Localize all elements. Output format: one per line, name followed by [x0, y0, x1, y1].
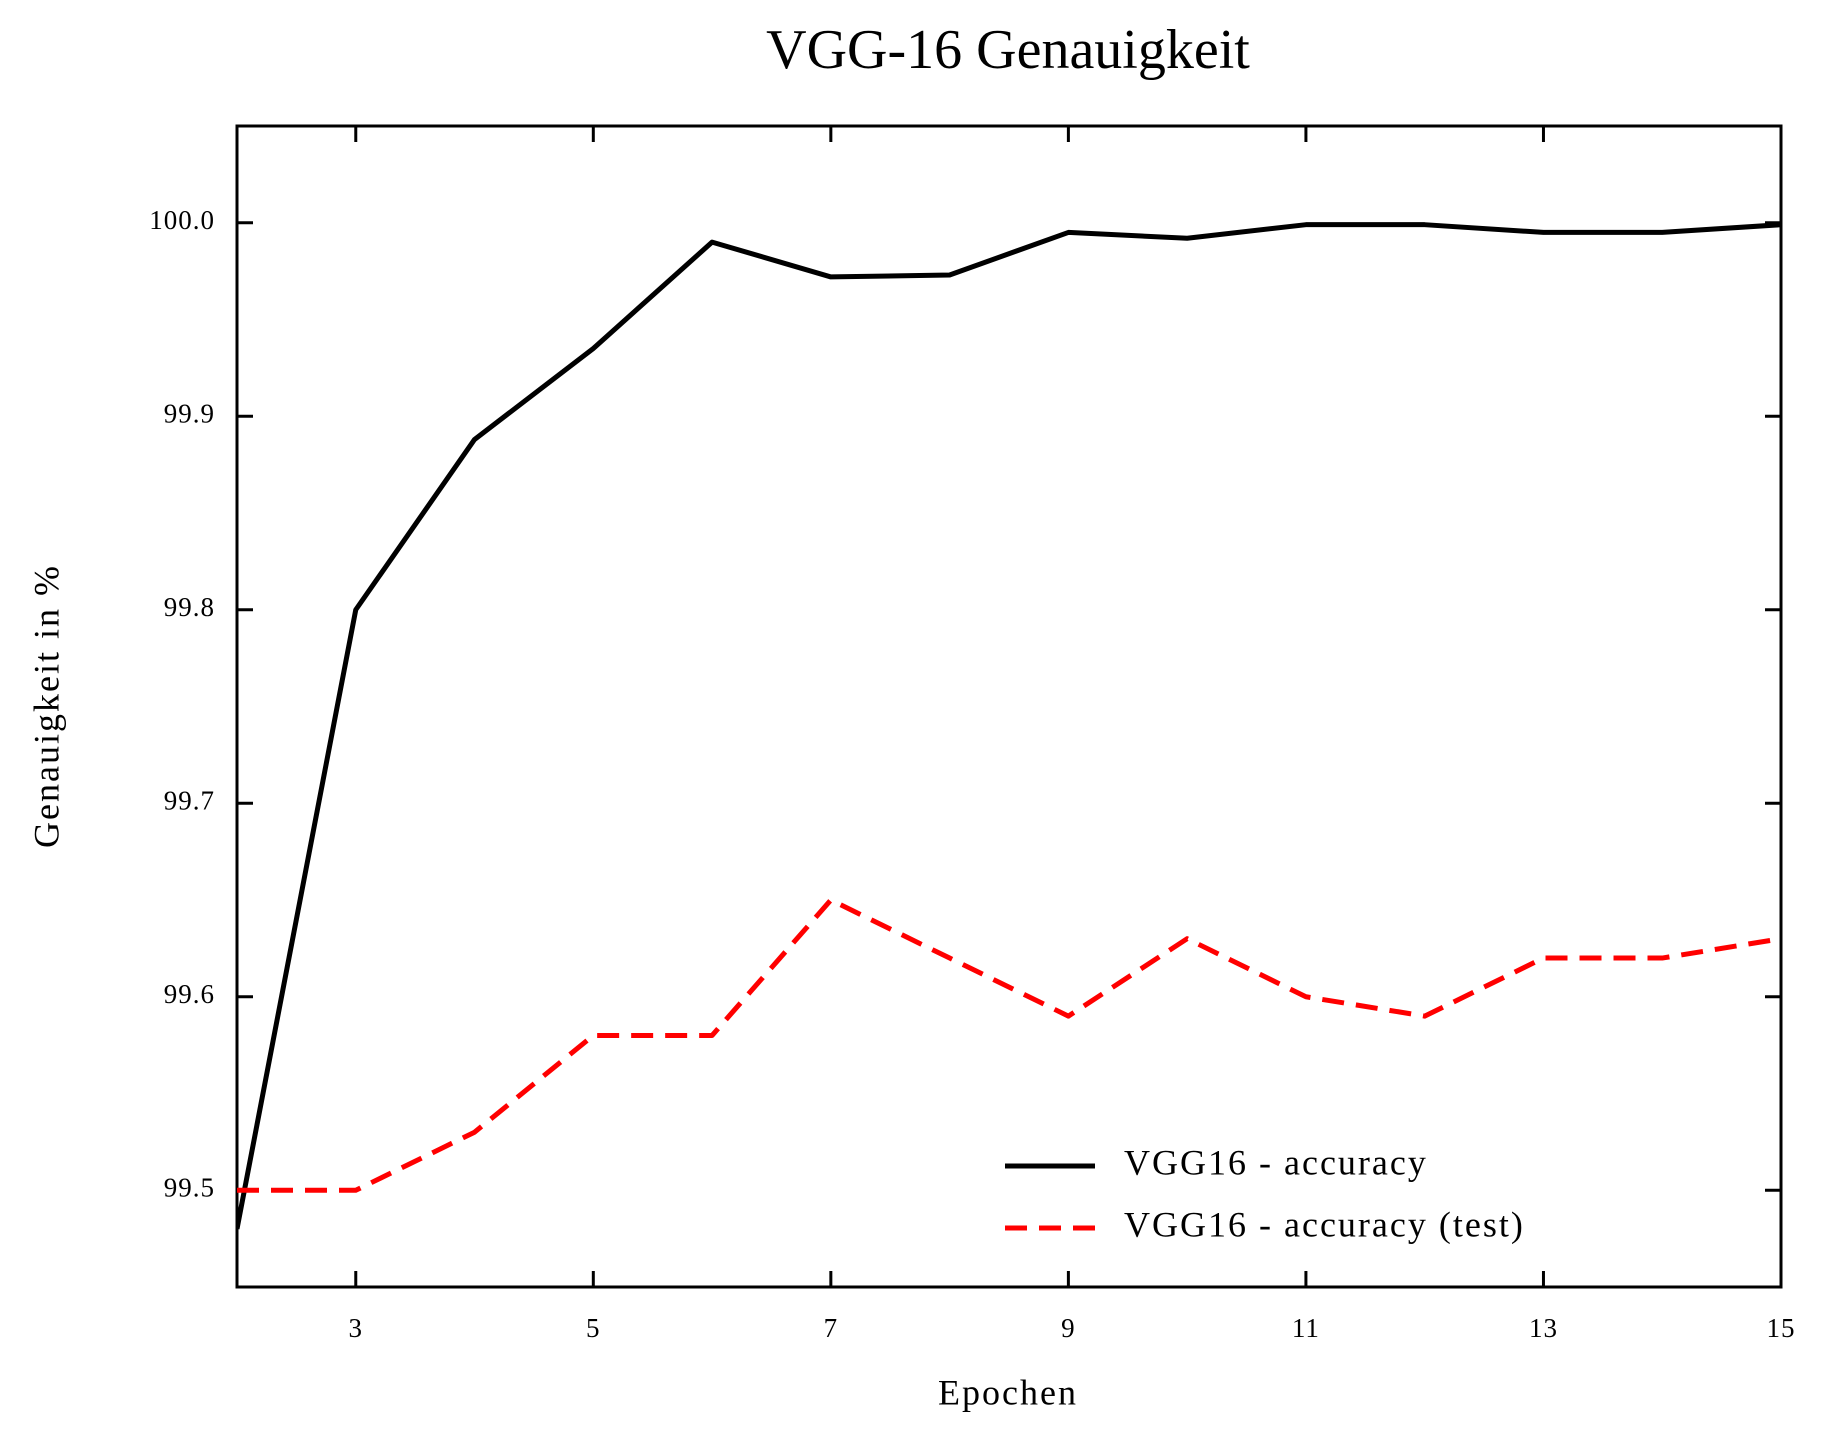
legend-label: VGG16 - accuracy	[1124, 1142, 1428, 1182]
data-line	[237, 222, 1781, 1230]
x-tick-label: 13	[1529, 1313, 1558, 1343]
chart-title: VGG-16 Genauigkeit	[766, 19, 1250, 81]
y-tick-label: 99.8	[164, 592, 215, 622]
plot-frame	[235, 124, 1783, 1289]
x-tick-label: 9	[1061, 1313, 1076, 1343]
y-axis-label: Genauigkeit in %	[26, 564, 66, 848]
y-tick-label: 99.6	[164, 979, 215, 1009]
legend-label: VGG16 - accuracy (test)	[1124, 1204, 1525, 1244]
y-tick-label: 100.0	[149, 205, 215, 235]
x-tick-label: 11	[1292, 1313, 1320, 1343]
y-tick-label: 99.7	[164, 785, 215, 815]
x-tick-label: 15	[1767, 1313, 1796, 1343]
data-line	[237, 897, 1781, 1193]
y-tick-label: 99.5	[164, 1172, 215, 1202]
x-tick-label: 5	[586, 1313, 601, 1343]
x-tick-label: 3	[349, 1313, 364, 1343]
x-tick-label: 7	[824, 1313, 839, 1343]
x-axis-label: Epochen	[938, 1372, 1078, 1412]
y-tick-label: 99.9	[164, 398, 215, 428]
